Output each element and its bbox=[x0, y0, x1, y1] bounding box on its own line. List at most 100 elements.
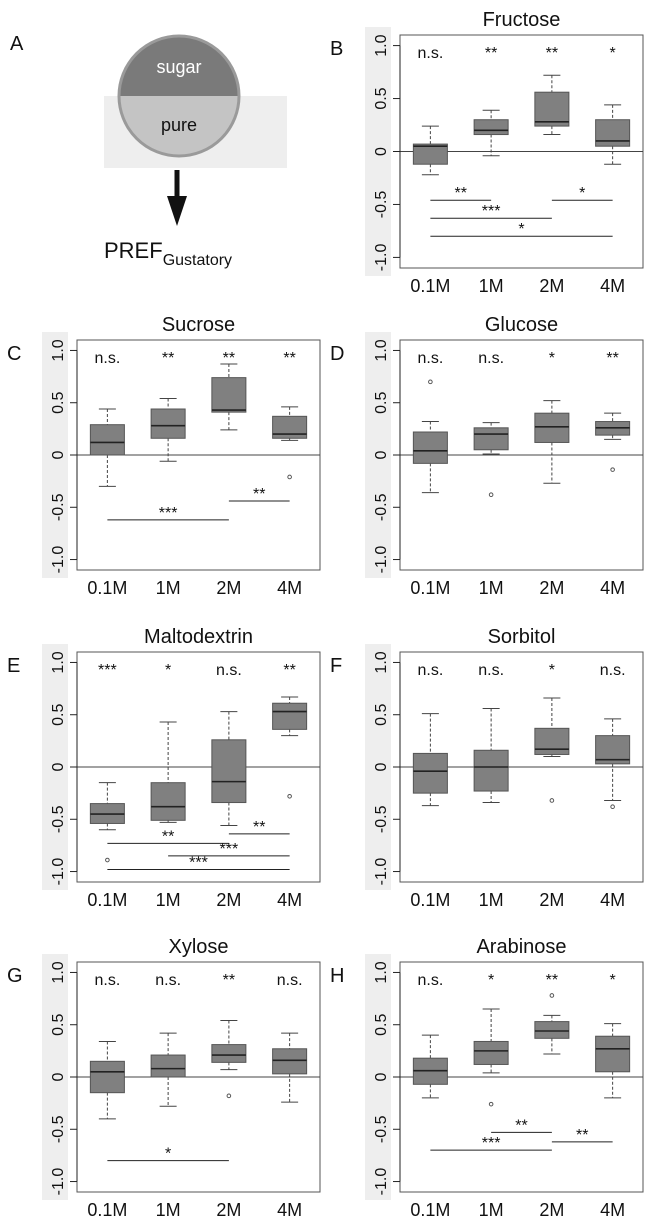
y-tick-label: 0.5 bbox=[50, 704, 67, 726]
x-tick-label: 4M bbox=[600, 578, 625, 598]
comparison-label: ** bbox=[253, 819, 265, 836]
x-tick-label: 0.1M bbox=[410, 276, 450, 296]
iqr-box bbox=[150, 1054, 186, 1078]
outlier-point bbox=[226, 1093, 232, 1099]
comparison-label: ** bbox=[253, 486, 265, 503]
panel-letter: G bbox=[7, 965, 23, 987]
y-tick-label: 0.5 bbox=[50, 392, 67, 414]
iqr-box bbox=[534, 1021, 570, 1039]
significance-label: ** bbox=[223, 350, 235, 367]
chart-title: Maltodextrin bbox=[144, 626, 253, 648]
y-tick-label: -1.0 bbox=[373, 244, 390, 272]
y-tick-label: 1.0 bbox=[373, 339, 390, 361]
comparison-label: *** bbox=[189, 854, 208, 871]
box-4M bbox=[595, 412, 631, 472]
pure-label: pure bbox=[161, 115, 197, 135]
y-tick-label: 0 bbox=[50, 450, 67, 459]
comparison-label: *** bbox=[220, 841, 239, 858]
box-1M bbox=[150, 721, 186, 823]
y-tick-label: 0 bbox=[373, 1072, 390, 1081]
box-4M bbox=[272, 406, 308, 480]
x-tick-label: 1M bbox=[479, 1200, 504, 1220]
iqr-box bbox=[473, 427, 509, 451]
outlier-point bbox=[610, 804, 615, 810]
significance-label: n.s. bbox=[417, 45, 443, 62]
y-tick-label: -1.0 bbox=[50, 1168, 67, 1196]
outlier-point bbox=[287, 474, 292, 480]
y-tick-label: 1.0 bbox=[373, 651, 390, 673]
box-0.1M bbox=[412, 379, 448, 494]
choice-circle-outline bbox=[117, 34, 241, 158]
y-tick-label: 0.5 bbox=[373, 392, 390, 414]
box-0.1M bbox=[412, 1034, 448, 1099]
box-1M bbox=[473, 109, 509, 157]
sugar-label: sugar bbox=[156, 57, 201, 77]
panel-a-schematic: A sugar pure PREFGustatory bbox=[10, 33, 287, 269]
x-tick-label: 0.1M bbox=[410, 890, 450, 910]
iqr-box bbox=[412, 752, 448, 794]
significance-label: * bbox=[488, 972, 494, 989]
x-tick-label: 0.1M bbox=[87, 890, 127, 910]
panel-a-letter: A bbox=[10, 33, 24, 55]
panel-letter: C bbox=[7, 343, 21, 365]
outlier-point bbox=[488, 492, 494, 498]
x-tick-label: 2M bbox=[539, 578, 564, 598]
iqr-box bbox=[595, 119, 631, 147]
arrow-head bbox=[167, 196, 187, 226]
chart-title: Xylose bbox=[168, 936, 228, 958]
iqr-box bbox=[534, 91, 570, 127]
box-2M bbox=[211, 1020, 247, 1099]
panel-letter: F bbox=[330, 655, 342, 677]
x-tick-label: 4M bbox=[600, 276, 625, 296]
box-1M bbox=[150, 398, 186, 462]
chart-sorbitol: F Sorbitol -1.0 -0.5 0 0.5 1.0 0.1M 1M 2M 4M n.s. n.… bbox=[330, 626, 644, 910]
x-tick-label: 4M bbox=[277, 1200, 302, 1220]
box-4M bbox=[595, 718, 631, 810]
box-2M bbox=[211, 711, 247, 827]
y-axis-strip bbox=[365, 954, 391, 1200]
iqr-box bbox=[473, 1040, 509, 1065]
comparison-label: ** bbox=[576, 1127, 588, 1144]
iqr-box bbox=[412, 143, 448, 165]
x-tick-label: 1M bbox=[156, 1200, 181, 1220]
panel-letter: H bbox=[330, 965, 344, 987]
x-tick-label: 4M bbox=[600, 890, 625, 910]
y-tick-label: -0.5 bbox=[373, 1115, 390, 1143]
significance-label: n.s. bbox=[478, 662, 504, 679]
y-tick-label: -0.5 bbox=[373, 191, 390, 219]
y-tick-label: 0 bbox=[373, 147, 390, 156]
comparison-label: *** bbox=[159, 505, 178, 522]
box-2M bbox=[534, 74, 570, 136]
y-tick-label: -1.0 bbox=[373, 858, 390, 886]
y-tick-label: -0.5 bbox=[50, 493, 67, 521]
y-tick-label: 1.0 bbox=[50, 339, 67, 361]
box-1M bbox=[473, 707, 509, 804]
iqr-box bbox=[272, 415, 308, 439]
significance-label: n.s. bbox=[277, 972, 303, 989]
box-4M bbox=[272, 1032, 308, 1103]
significance-label: ** bbox=[546, 972, 558, 989]
x-tick-label: 1M bbox=[156, 890, 181, 910]
y-axis-strip bbox=[365, 644, 391, 890]
x-tick-label: 1M bbox=[479, 276, 504, 296]
comparison-label: ** bbox=[515, 1117, 527, 1134]
x-tick-label: 0.1M bbox=[87, 578, 127, 598]
y-axis-strip bbox=[42, 644, 68, 890]
y-tick-label: 0 bbox=[50, 762, 67, 771]
iqr-box bbox=[211, 739, 247, 804]
chart-title: Sucrose bbox=[162, 314, 235, 336]
panel-letter: D bbox=[330, 343, 344, 365]
y-tick-label: 0.5 bbox=[373, 87, 390, 109]
box-2M bbox=[534, 697, 570, 803]
y-tick-label: -0.5 bbox=[50, 1115, 67, 1143]
y-axis-strip bbox=[365, 27, 391, 276]
y-tick-label: 0.5 bbox=[373, 704, 390, 726]
chart-glucose: D Glucose -1.0 -0.5 0 0.5 1.0 0.1M 1M 2M 4M n.s. n.s… bbox=[330, 314, 644, 598]
box-0.1M bbox=[412, 125, 448, 176]
outlier-point bbox=[428, 379, 433, 385]
x-tick-label: 1M bbox=[156, 578, 181, 598]
x-tick-label: 2M bbox=[216, 890, 241, 910]
chart-xylose: G Xylose -1.0 -0.5 0 0.5 1.0 0.1M 1M 2M 4M n.s. n.s.… bbox=[7, 936, 321, 1220]
